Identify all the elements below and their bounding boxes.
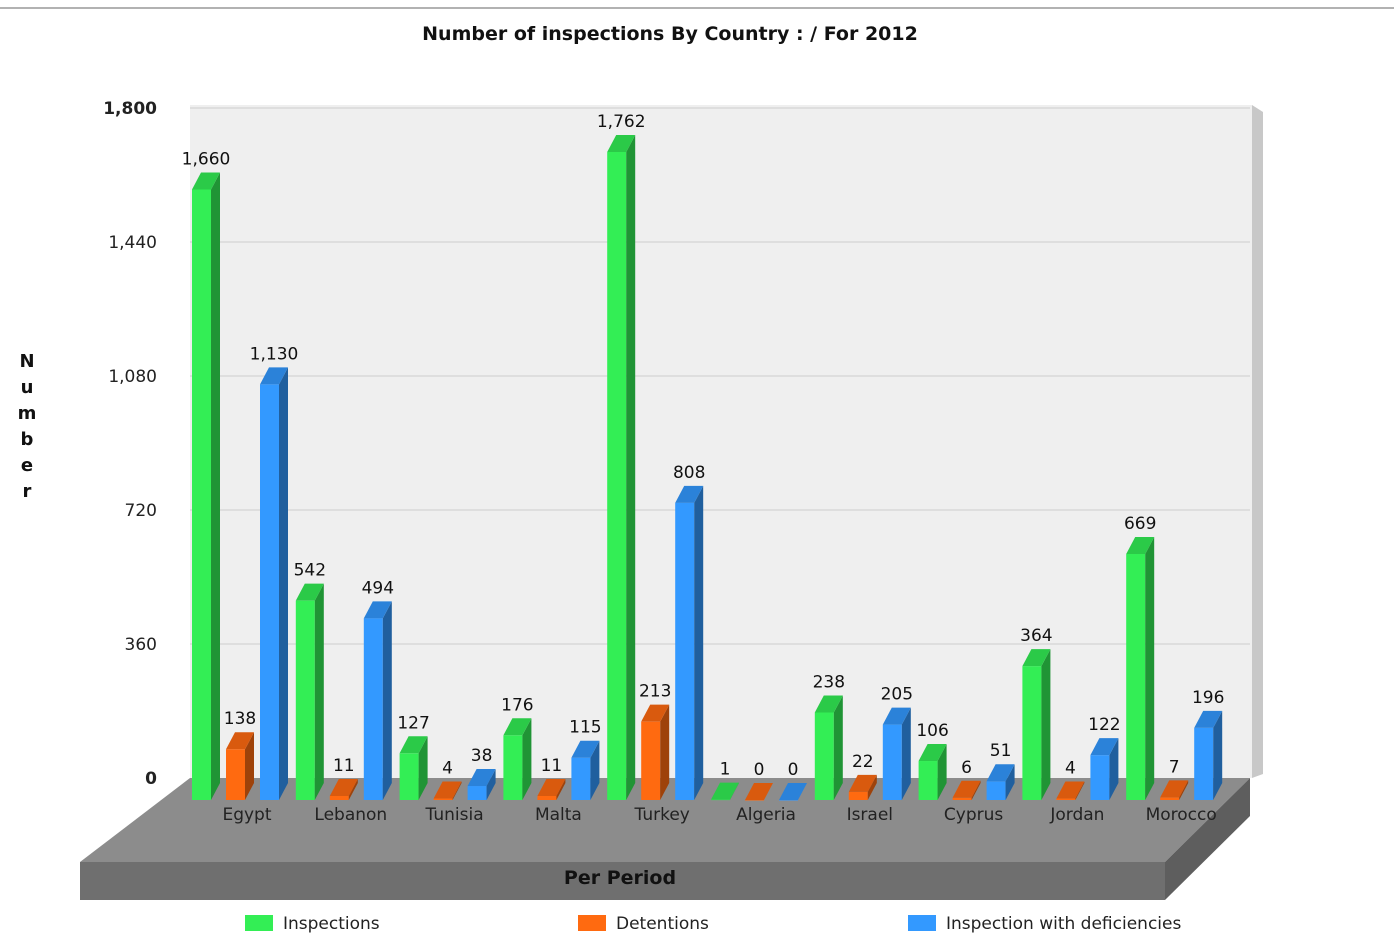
back-wall-side [1252,105,1263,778]
legend: Inspections Detentions Inspection with def… [245,914,1181,934]
data-label: 238 [813,672,845,692]
data-label: 4 [1065,759,1076,779]
data-label: 115 [569,718,601,738]
x-category-label: Jordan [1049,805,1104,825]
legend-item-inspection-with-deficiencies: Inspection with deficiencies [908,914,1181,934]
bar-turkey-detentions [641,704,670,800]
x-category-label: Turkey [634,805,690,825]
bars-layer [192,134,1223,801]
bar-turkey-inspections [607,134,636,800]
legend-label: Detentions [616,914,709,934]
data-label: 22 [852,752,874,772]
bar-tunisia-inspection-with-deficiencies [467,769,496,800]
chart-title: Number of inspections By Country : / For… [422,23,918,45]
data-label: 11 [333,756,355,776]
bar-tunisia-inspections [399,736,428,800]
data-label: 176 [501,695,533,715]
legend-swatch [578,915,606,931]
bar-lebanon-inspection-with-deficiencies [363,601,392,800]
bar-lebanon-inspections [295,583,324,800]
legend-item-detentions: Detentions [578,914,709,934]
bar-morocco-detentions [1160,780,1189,800]
x-category-label: Israel [847,805,893,825]
legend-item-inspections: Inspections [245,914,380,934]
data-label: 0 [754,760,765,780]
bar-jordan-inspection-with-deficiencies [1090,738,1119,800]
y-tick-label: 720 [125,501,157,521]
x-category-label: Tunisia [425,805,484,825]
bar-jordan-detentions [1056,781,1085,800]
bar-cyprus-inspection-with-deficiencies [986,764,1015,800]
data-label: 0 [788,760,799,780]
bar-jordan-inspections [1022,649,1051,800]
y-tick-label: 1,440 [108,233,157,253]
bar-algeria-detentions [745,783,773,801]
data-label: 213 [639,682,671,702]
bar-malta-inspection-with-deficiencies [571,740,600,800]
legend-label: Inspection with deficiencies [946,914,1181,934]
y-tick-label: 1,800 [103,99,157,119]
bar-morocco-inspections [1126,536,1155,800]
x-category-label: Cyprus [944,805,1003,825]
data-label: 808 [673,463,705,483]
data-label: 669 [1124,514,1156,534]
legend-label: Inspections [283,914,380,934]
bar-turkey-inspection-with-deficiencies [675,485,704,800]
x-category-label: Egypt [222,805,271,825]
bar-lebanon-detentions [329,778,358,800]
y-tick-label: 360 [125,635,157,655]
bar-cyprus-inspections [918,744,947,800]
bar-israel-inspection-with-deficiencies [882,707,911,800]
legend-swatch [908,915,936,931]
bar-egypt-detentions [226,732,254,800]
bar-israel-inspections [814,695,843,800]
bar-egypt-inspection-with-deficiencies [260,367,288,800]
legend-swatch [245,915,273,931]
bar-morocco-inspection-with-deficiencies [1194,710,1223,800]
bar-egypt-inspections [192,172,220,800]
bar-algeria-inspections [711,782,739,801]
data-label: 205 [881,685,913,705]
data-label: 11 [541,756,563,776]
data-label: 106 [916,721,948,741]
data-label: 1,660 [182,149,231,169]
x-category-label: Malta [535,805,582,825]
data-label: 127 [397,713,429,733]
x-category-label: Morocco [1146,805,1217,825]
bar-malta-inspections [503,718,532,800]
data-label: 1,762 [597,112,646,132]
y-tick-label: 0 [145,769,157,789]
x-category-label: Lebanon [314,805,387,825]
data-label: 542 [294,561,326,581]
x-category-label: Algeria [736,805,796,825]
data-label: 364 [1020,626,1052,646]
data-label: 1,130 [250,344,299,364]
data-label: 6 [961,758,972,778]
bar-malta-detentions [537,778,566,800]
floor-side [1165,778,1250,900]
bar-algeria-inspection-with-deficiencies [779,783,807,801]
data-label: 38 [471,746,493,766]
y-tick-label: 1,080 [108,367,157,387]
bar-israel-detentions [848,774,877,800]
data-label: 494 [362,578,394,598]
data-label: 51 [990,741,1012,761]
bar-cyprus-detentions [952,780,981,800]
data-label: 4 [442,759,453,779]
x-axis-label: Per Period [564,867,676,889]
floor-front [80,862,1165,900]
back-wall [190,105,1252,778]
data-label: 7 [1169,757,1180,777]
x-categories: Egypt Lebanon Tunisia Malta Turkey Algeria Isr… [222,805,1216,825]
data-labels: 1,6601381,13054211494127438176111151,762… [182,112,1225,780]
y-ticks: 0 360 720 1,080 1,440 1,800 [103,99,157,789]
data-label: 196 [1192,688,1224,708]
data-label: 1 [720,760,731,780]
bar-tunisia-detentions [433,781,462,800]
data-label: 138 [224,709,256,729]
data-label: 122 [1088,715,1120,735]
